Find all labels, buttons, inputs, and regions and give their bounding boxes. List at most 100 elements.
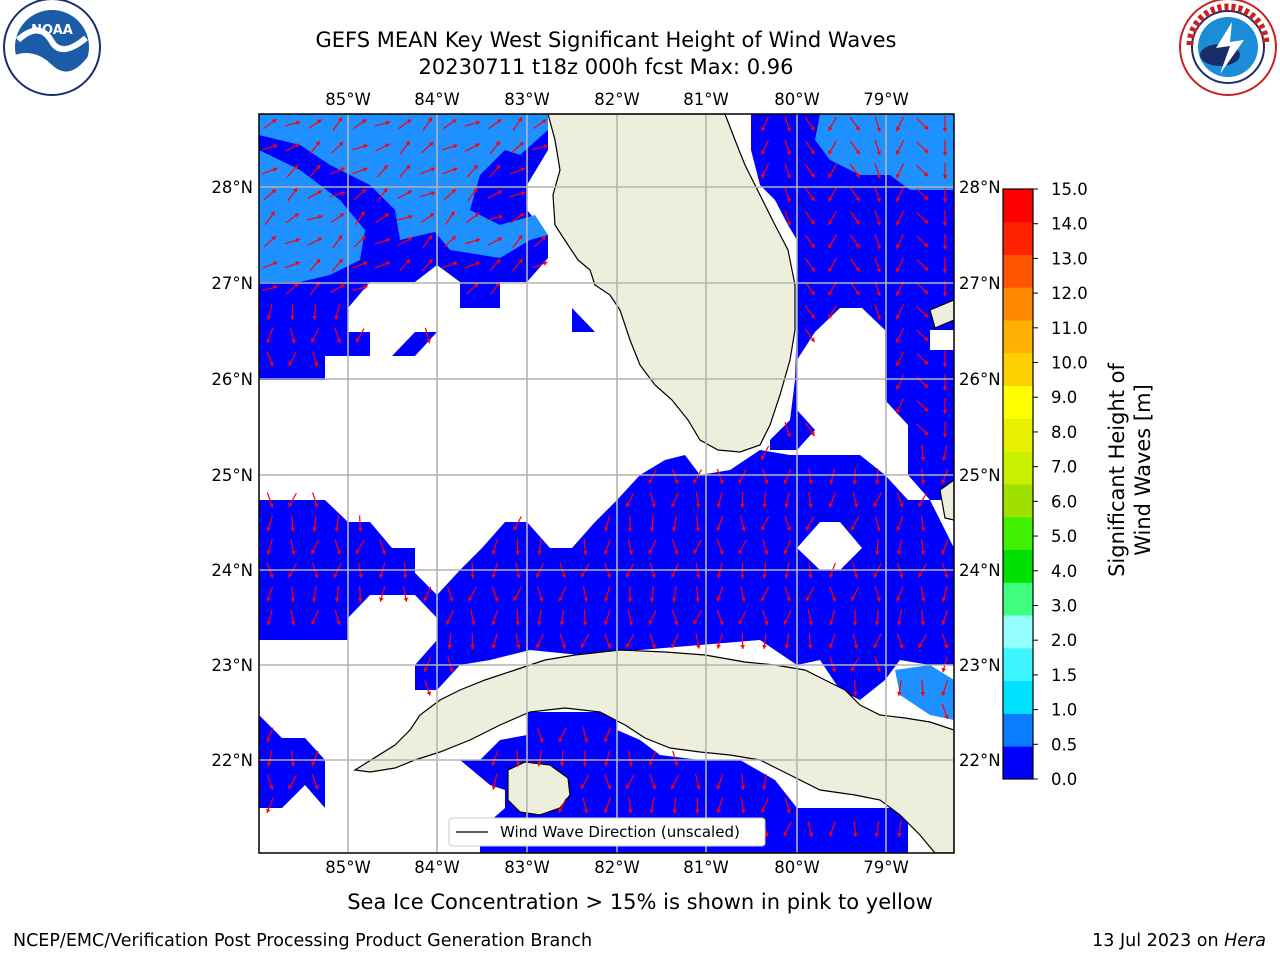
wave-arrow-366: [671, 633, 679, 649]
wave-arrow-10: [488, 118, 502, 130]
top-lon-label-2: 83°W: [504, 90, 550, 109]
wave-arrow-93: [444, 211, 456, 225]
wave-arrow-400: [515, 750, 521, 767]
wave-arrow-13: [760, 116, 770, 132]
wave-arrow-432: [784, 797, 791, 814]
wave-arrow-31: [465, 143, 480, 152]
wave-arrow-108: [332, 234, 343, 249]
wave-arrow-203: [808, 468, 813, 485]
wave-arrow-198: [692, 469, 703, 484]
wave-arrow-258: [648, 539, 657, 555]
wave-arrow-335: [491, 609, 499, 626]
colorbar-tick-13: 11.0: [1051, 319, 1088, 338]
left-lat-label-3: 25°N: [211, 466, 253, 485]
wave-arrow-347: [762, 609, 769, 626]
wave-arrow-211: [312, 492, 319, 508]
wave-arrow-342: [648, 610, 657, 625]
wave-region-4: [572, 308, 595, 332]
wave-arrow-238: [739, 515, 746, 532]
wave-arrow-59: [827, 163, 838, 179]
wave-arrow-407: [672, 750, 679, 767]
wave-arrow-14: [784, 116, 791, 132]
colorbar-tick-2: 1.0: [1051, 701, 1077, 720]
wave-arrow-248: [311, 539, 319, 555]
wave-arrow-139: [827, 257, 838, 273]
wave-arrow-106: [284, 238, 301, 245]
wave-arrow-228: [312, 515, 317, 532]
right-lat-label-2: 26°N: [959, 370, 1001, 389]
wave-arrow-32: [489, 140, 501, 155]
wave-arrow-79: [827, 187, 838, 202]
wave-arrow-170: [310, 328, 320, 343]
wave-arrow-89: [354, 211, 366, 225]
top-lon-label-0: 85°W: [325, 90, 371, 109]
wave-arrow-340: [604, 609, 611, 626]
wave-arrow-356: [447, 632, 452, 650]
wave-arrow-83: [916, 188, 929, 201]
wave-arrow-219: [784, 492, 790, 508]
wave-arrow-63: [916, 165, 929, 177]
wave-arrow-322: [805, 586, 815, 602]
left-lat-label-1: 27°N: [211, 274, 253, 293]
top-lon-label-5: 80°W: [774, 90, 820, 109]
wave-arrow-251: [379, 539, 387, 555]
wave-arrow-253: [515, 538, 520, 556]
colorbar-swatch-7: [1003, 516, 1033, 550]
wave-arrow-173: [424, 327, 431, 344]
wave-arrow-299: [290, 585, 296, 603]
wave-arrow-449: [853, 820, 858, 838]
left-lat-label-0: 28°N: [211, 178, 253, 197]
wave-arrow-190: [804, 422, 816, 437]
colorbar-swatch-17: [1003, 189, 1033, 223]
wave-arrow-38: [827, 140, 838, 155]
wave-direction-arrows: [262, 116, 949, 838]
wave-arrow-65: [263, 188, 277, 201]
wave-arrow-36: [784, 139, 791, 156]
wave-arrow-0: [263, 118, 277, 130]
wave-arrow-429: [716, 797, 723, 814]
wave-arrow-329: [266, 609, 273, 626]
right-lat-label-4: 24°N: [959, 561, 1001, 580]
wave-arrow-126: [284, 261, 301, 269]
noaa-logo-icon: NOAA: [3, 0, 101, 96]
wave-arrow-45: [286, 164, 299, 178]
wave-arrow-154: [849, 281, 861, 296]
wave-arrow-2: [308, 119, 322, 129]
wave-arrow-426: [649, 797, 655, 814]
wave-arrow-244: [896, 515, 904, 532]
colorbar-tick-16: 14.0: [1051, 215, 1088, 234]
land-3: [929, 299, 954, 329]
wave-arrow-23: [285, 143, 300, 152]
wave-arrow-137: [532, 261, 548, 269]
wave-arrow-105: [263, 235, 277, 248]
wave-arrow-298: [266, 586, 274, 602]
wave-arrow-234: [649, 515, 655, 532]
wave-arrow-197: [671, 468, 679, 485]
wave-region-10: [259, 715, 325, 808]
wave-arrow-351: [852, 609, 858, 626]
wave-arrow-180: [895, 351, 905, 367]
wave-arrow-391: [266, 727, 274, 743]
wave-arrow-187: [916, 400, 929, 412]
colorbar-tick-3: 1.5: [1051, 666, 1077, 685]
colorbar-tick-7: 5.0: [1051, 527, 1077, 546]
colorbar-tick-12: 10.0: [1051, 354, 1088, 373]
wave-arrow-204: [829, 468, 835, 485]
wave-arrow-309: [513, 586, 522, 602]
colorbar-swatch-16: [1003, 221, 1033, 255]
wave-arrow-114: [464, 238, 481, 245]
wave-arrow-148: [330, 284, 345, 293]
wave-arrow-4: [353, 118, 367, 130]
wave-arrow-403: [582, 750, 588, 767]
wave-arrow-317: [695, 585, 701, 603]
footer-date: 13 Jul 2023 on: [1092, 931, 1225, 951]
wave-arrow-419: [740, 773, 746, 791]
wave-arrow-421: [266, 797, 274, 814]
wave-arrow-374: [852, 633, 859, 649]
wave-arrow-16: [827, 116, 838, 132]
wave-arrow-217: [740, 491, 745, 509]
wave-arrow-128: [331, 258, 344, 272]
wave-arrow-64: [942, 163, 948, 179]
wave-arrow-206: [875, 468, 880, 485]
